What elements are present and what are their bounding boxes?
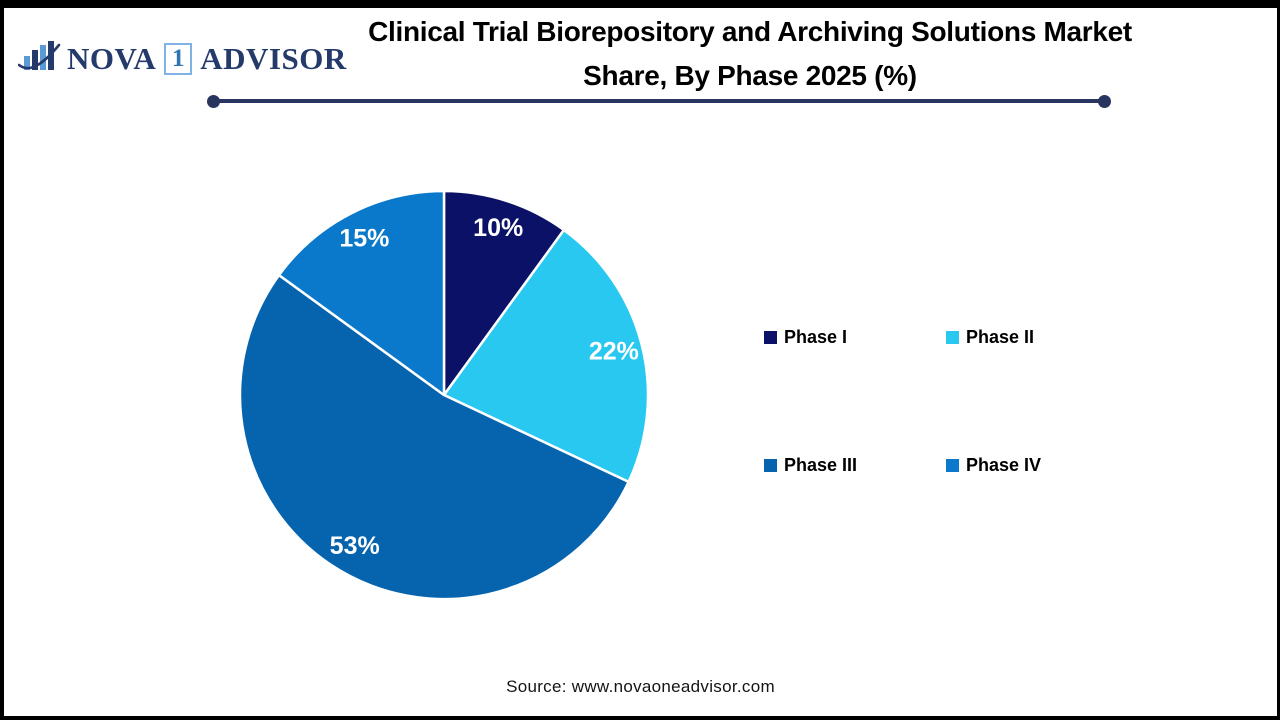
brand-logo: NOVA 1 ADVISOR bbox=[17, 38, 347, 79]
logo-one-badge: 1 bbox=[164, 42, 193, 75]
legend-swatch bbox=[764, 330, 777, 344]
legend-item-phase-iii: Phase III bbox=[764, 455, 946, 475]
chart-legend: Phase I Phase II Phase III Phase IV bbox=[764, 327, 1128, 475]
legend-label: Phase I bbox=[784, 326, 848, 347]
legend-label: Phase IV bbox=[966, 454, 1042, 475]
legend-item-phase-ii: Phase II bbox=[946, 327, 1128, 347]
pie-slice-phase-i bbox=[442, 189, 566, 397]
logo-text-nova: NOVA bbox=[67, 40, 157, 76]
legend-label: Phase III bbox=[784, 454, 858, 475]
page-title-line1: Clinical Trial Biorepository and Archivi… bbox=[368, 16, 1132, 47]
source-text: Source: www.novaoneadvisor.com bbox=[506, 677, 775, 696]
pie-slice-label: 22% bbox=[589, 337, 639, 365]
legend-item-phase-iv: Phase IV bbox=[946, 455, 1128, 475]
title-divider bbox=[213, 99, 1105, 103]
pie-slice-label: 53% bbox=[330, 532, 380, 560]
pie-slice-label: 10% bbox=[473, 214, 523, 242]
legend-swatch bbox=[946, 458, 959, 472]
logo-text-advisor: ADVISOR bbox=[200, 40, 347, 76]
pie-slice-phase-iii bbox=[238, 273, 630, 601]
legend-label: Phase II bbox=[966, 326, 1035, 347]
page-title: Clinical Trial Biorepository and Archivi… bbox=[280, 10, 1220, 98]
legend-swatch bbox=[764, 458, 777, 472]
logo-bars-icon bbox=[17, 38, 62, 79]
pie-slice-phase-iv bbox=[277, 189, 446, 397]
divider-dot-right bbox=[1098, 95, 1111, 108]
legend-swatch bbox=[946, 330, 959, 344]
pie-slice-label: 15% bbox=[339, 225, 389, 253]
page-title-line2: Share, By Phase 2025 (%) bbox=[583, 60, 917, 91]
pie-chart: 10% 22% 53% 15% bbox=[238, 189, 650, 601]
legend-item-phase-i: Phase I bbox=[764, 327, 946, 347]
